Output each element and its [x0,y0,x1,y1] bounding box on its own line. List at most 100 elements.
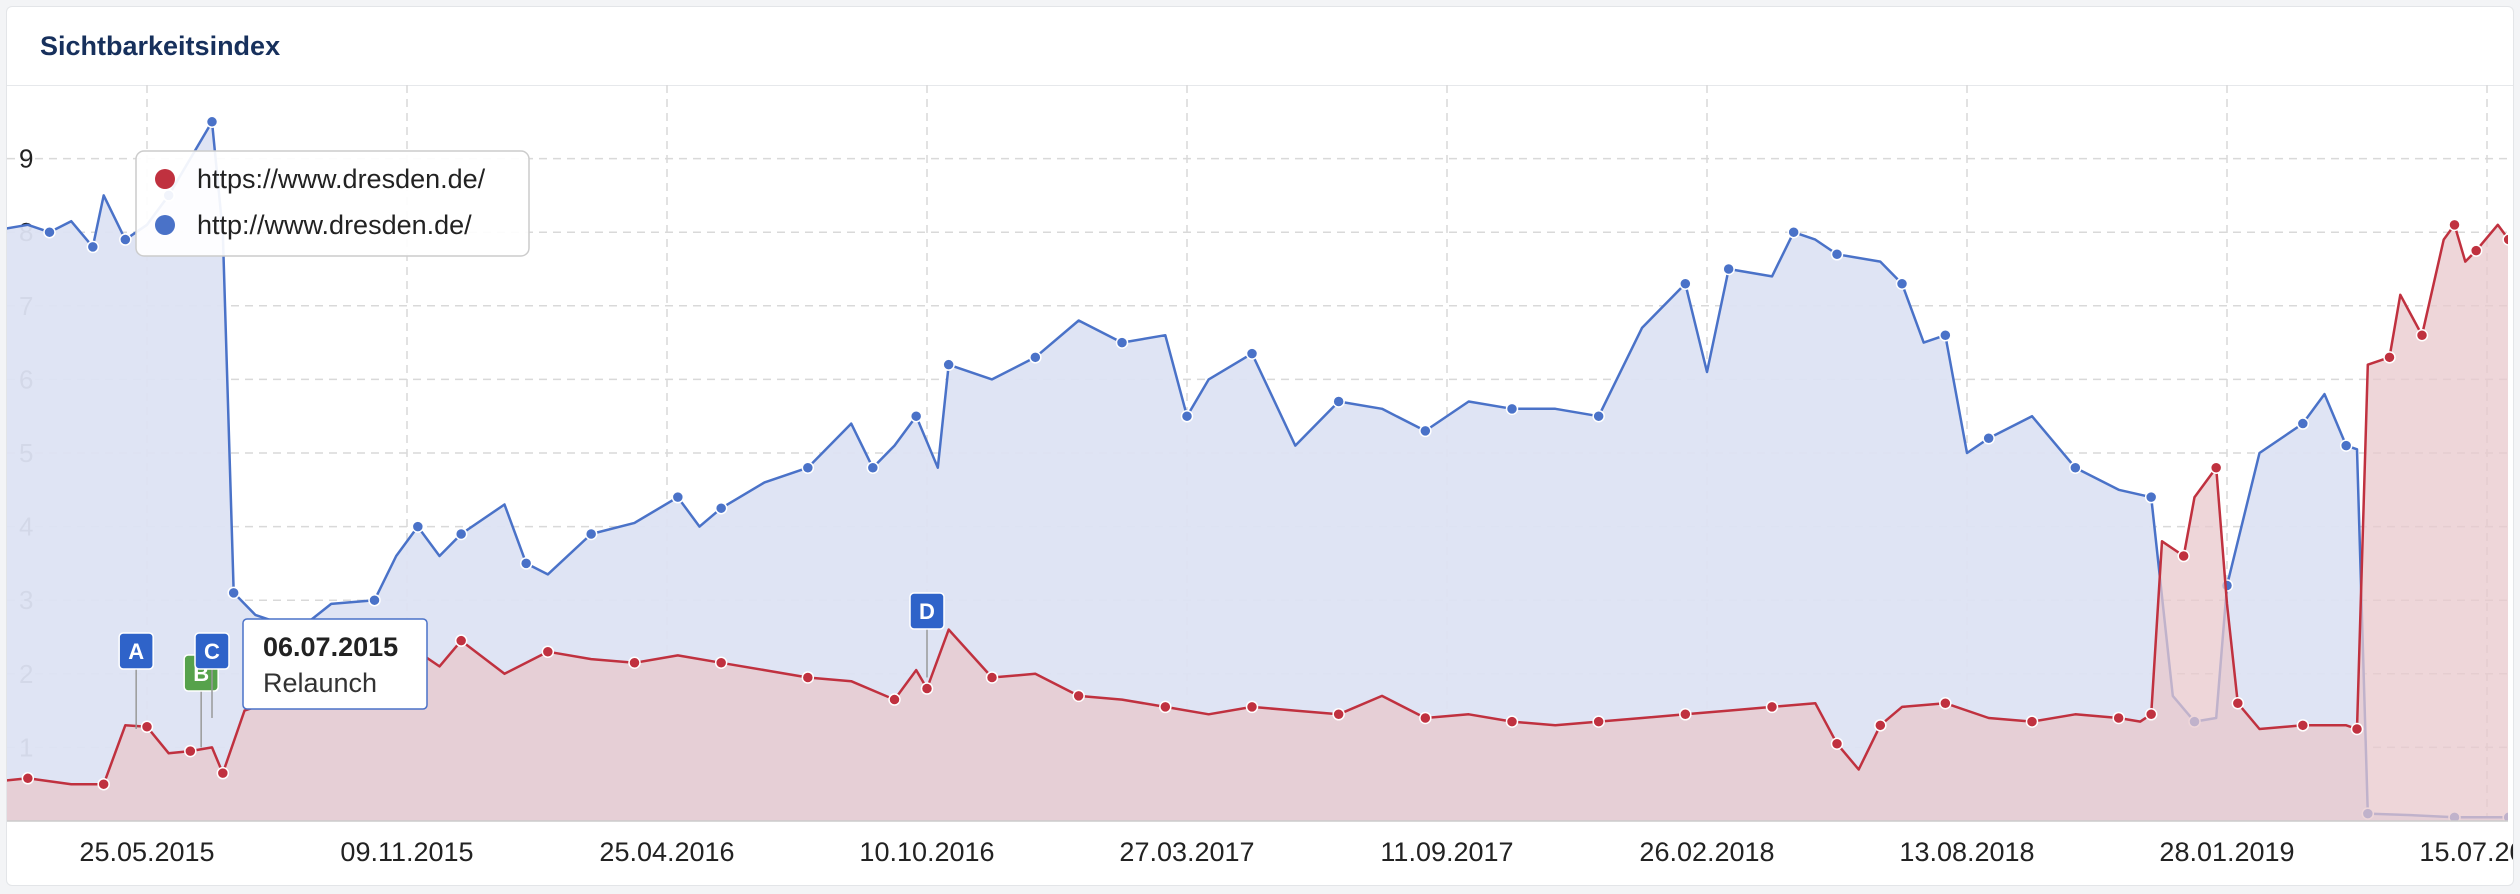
data-point [1505,402,1519,416]
event-flag-c[interactable]: C [194,632,230,718]
event-flag-label: C [204,639,220,664]
tooltip-box [242,618,428,710]
data-point [1180,409,1194,423]
event-flag-box [194,632,230,670]
legend-label: http://www.dresden.de/ [197,210,472,240]
data-point [1874,719,1887,732]
data-point [866,461,880,474]
data-point [43,225,56,239]
card-header: Sichtbarkeitsindex [7,7,2513,86]
data-point [920,682,934,695]
data-point [2350,722,2364,736]
event-flag-label: A [128,639,144,664]
legend-box [135,150,530,257]
visibility-index-chart[interactable]: 25.05.2015 09.11.2015 25.04.2016 10.10.2016… [7,7,2513,885]
data-point [1592,409,1605,423]
data-point [86,240,100,254]
data-point [411,520,425,533]
data-point [454,527,468,541]
data-point [1419,711,1432,725]
event-flag-d[interactable]: D [909,592,945,678]
data-point [2296,417,2310,430]
event-flag-label: D [919,599,935,624]
data-point [2448,218,2461,232]
data-point [909,409,923,423]
data-point [2296,719,2310,732]
data-point [519,557,533,570]
data-point [2025,715,2039,728]
legend-label: https://www.dresden.de/ [197,164,486,194]
data-point [888,693,901,706]
data-point [671,490,685,504]
data-point [216,766,230,780]
data-point [1505,715,1519,728]
data-point [1895,277,1909,290]
data-point [1830,248,1844,261]
x-tick-label: 11.09.2017 [1380,837,1513,867]
x-tick-label: 26.02.2018 [1639,837,1774,867]
data-point [1765,700,1779,714]
tooltip-text: Relaunch [263,668,377,698]
data-point [801,671,815,684]
data-point [205,115,219,129]
data-point [1787,225,1800,239]
data-point [2144,708,2158,721]
legend-item[interactable]: http://www.dresden.de/ [155,210,472,240]
data-point [1679,277,1692,290]
data-point [140,720,154,734]
legend-marker [155,215,175,235]
tooltip: 06.07.2015 Relaunch [242,618,428,710]
data-point [801,461,815,474]
data-point [2209,461,2223,474]
data-point [2383,351,2396,364]
y-tick-label: 9 [19,144,33,174]
data-point [2415,328,2429,342]
series-http [7,115,2508,821]
data-point [714,656,728,670]
x-tick-label: 13.08.2018 [1899,837,2034,867]
legend: https://www.dresden.de/http://www.dresde… [135,150,530,257]
data-point [2469,244,2483,257]
data-point [1679,708,1692,721]
data-point [2177,549,2190,563]
data-point [1332,708,1345,721]
data-point [368,593,381,607]
x-tick-label: 27.03.2017 [1119,837,1254,867]
data-point [227,586,240,600]
chart-card: Sichtbarkeitsindex 25.05.2015 09.11.2015 2… [6,6,2514,886]
data-point [2339,439,2353,452]
x-tick-label: 09.11.2015 [340,837,473,867]
data-point [97,777,110,791]
data-point [1939,696,1952,710]
data-point [2069,461,2082,474]
legend-item[interactable]: https://www.dresden.de/ [155,164,486,194]
tooltip-date: 06.07.2015 [263,632,398,662]
event-flag-a[interactable]: A [118,632,154,729]
data-point [184,744,197,758]
series-area [7,121,2508,821]
data-point [1245,347,1259,360]
x-tick-label: 28.01.2019 [2159,837,2294,867]
data-point [1029,351,1042,364]
x-tick-label: 10.10.2016 [859,837,994,867]
data-point [584,527,598,541]
data-point [2502,233,2508,246]
x-tick-label: 25.05.2015 [79,837,214,867]
data-point [1830,737,1844,750]
event-flag-box [118,632,154,670]
event-flag-box [909,592,945,630]
data-point [628,656,641,670]
data-point [1332,395,1345,408]
data-point [2231,696,2245,710]
data-point [1072,689,1085,703]
data-point [1159,700,1172,714]
data-point [2112,711,2125,725]
data-point [2144,490,2158,504]
data-point [454,634,468,647]
data-point [1245,700,1259,714]
data-point [1592,715,1605,728]
data-point [119,233,132,246]
data-point [21,772,35,785]
card-title: Sichtbarkeitsindex [40,30,281,61]
data-point [985,671,999,684]
